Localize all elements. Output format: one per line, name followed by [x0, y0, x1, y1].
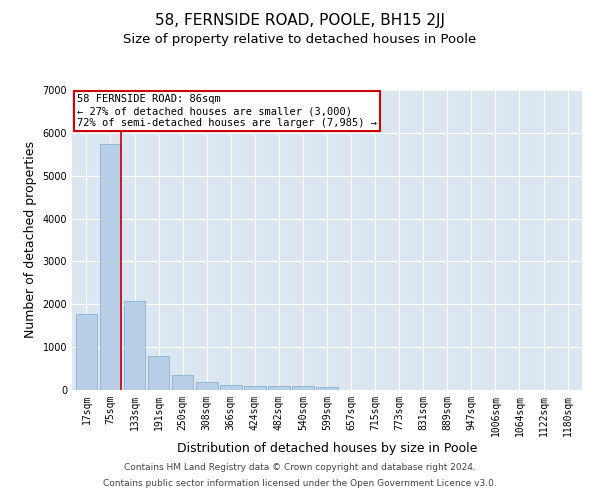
Text: 58, FERNSIDE ROAD, POOLE, BH15 2JJ: 58, FERNSIDE ROAD, POOLE, BH15 2JJ: [155, 12, 445, 28]
Text: Contains HM Land Registry data © Crown copyright and database right 2024.: Contains HM Land Registry data © Crown c…: [124, 464, 476, 472]
X-axis label: Distribution of detached houses by size in Poole: Distribution of detached houses by size …: [177, 442, 477, 454]
Bar: [100, 144, 121, 390]
Bar: [268, 386, 290, 390]
Bar: [292, 386, 314, 390]
Bar: [196, 382, 218, 390]
Y-axis label: Number of detached properties: Number of detached properties: [24, 142, 37, 338]
Bar: [124, 301, 145, 390]
Bar: [148, 356, 169, 390]
Bar: [316, 387, 338, 390]
Text: Contains public sector information licensed under the Open Government Licence v3: Contains public sector information licen…: [103, 478, 497, 488]
Bar: [76, 314, 97, 390]
Bar: [244, 386, 266, 390]
Text: Size of property relative to detached houses in Poole: Size of property relative to detached ho…: [124, 32, 476, 46]
Bar: [220, 385, 242, 390]
Bar: [172, 376, 193, 390]
Text: 58 FERNSIDE ROAD: 86sqm
← 27% of detached houses are smaller (3,000)
72% of semi: 58 FERNSIDE ROAD: 86sqm ← 27% of detache…: [77, 94, 377, 128]
